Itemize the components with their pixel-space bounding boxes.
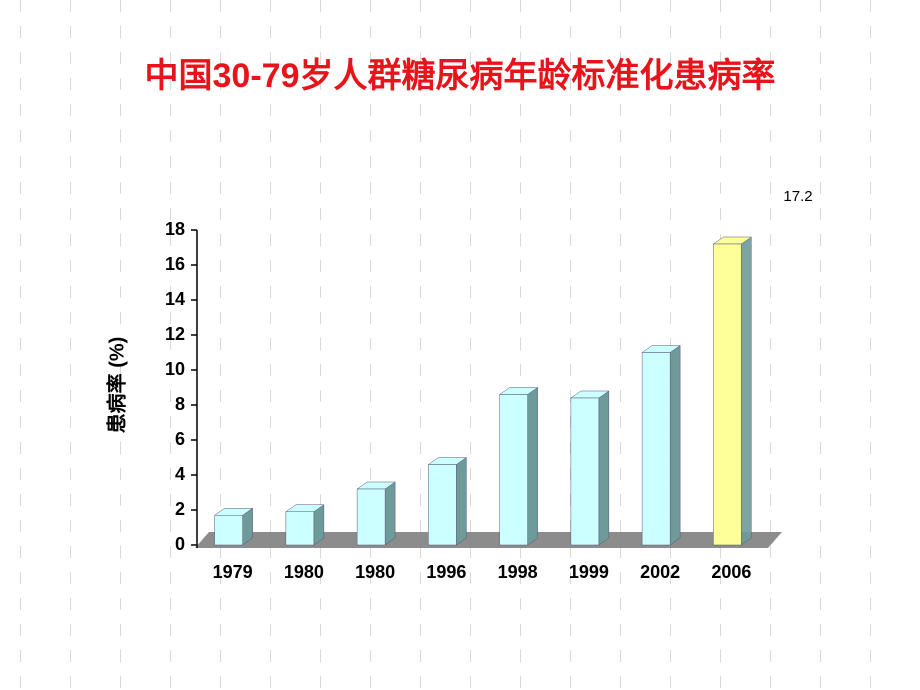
bar-side bbox=[598, 390, 610, 546]
bar bbox=[214, 515, 243, 546]
y-tick-label: 18 bbox=[165, 219, 185, 239]
y-tick-label: 16 bbox=[165, 254, 185, 274]
bar bbox=[428, 464, 457, 546]
x-tick-label: 1999 bbox=[569, 562, 609, 582]
x-tick-label: 1996 bbox=[426, 562, 466, 582]
y-tick-label: 6 bbox=[175, 429, 185, 449]
x-tick-label: 1980 bbox=[284, 562, 324, 582]
bar bbox=[641, 352, 671, 546]
x-tick-label: 1980 bbox=[355, 562, 395, 582]
y-tick-label: 14 bbox=[165, 289, 185, 309]
x-tick-label: 1998 bbox=[498, 562, 538, 582]
y-tick-label: 10 bbox=[165, 359, 185, 379]
x-tick-label: 2002 bbox=[640, 562, 680, 582]
bar-side bbox=[527, 387, 538, 546]
y-tick-label: 2 bbox=[175, 499, 185, 519]
bar bbox=[713, 243, 742, 546]
y-tick-label: 0 bbox=[175, 534, 185, 554]
bar bbox=[570, 397, 600, 546]
value-label: 17.2 bbox=[783, 188, 812, 205]
y-tick-label: 8 bbox=[175, 394, 185, 414]
bar bbox=[499, 394, 528, 546]
y-tick-label: 4 bbox=[175, 464, 185, 484]
y-axis-label: 患病率 (%) bbox=[104, 337, 128, 434]
floor bbox=[195, 532, 782, 548]
bar bbox=[356, 488, 386, 546]
x-tick-label: 2006 bbox=[711, 562, 751, 582]
bar-side bbox=[384, 481, 396, 546]
chart-title: 中国30-79岁人群糖尿病年龄标准化患病率 bbox=[145, 57, 776, 95]
bar bbox=[285, 511, 315, 546]
x-tick-label: 1979 bbox=[213, 562, 253, 582]
y-tick-label: 12 bbox=[165, 324, 185, 344]
bar-side bbox=[456, 457, 467, 546]
bar-side bbox=[741, 236, 752, 546]
bar-side bbox=[669, 345, 681, 546]
